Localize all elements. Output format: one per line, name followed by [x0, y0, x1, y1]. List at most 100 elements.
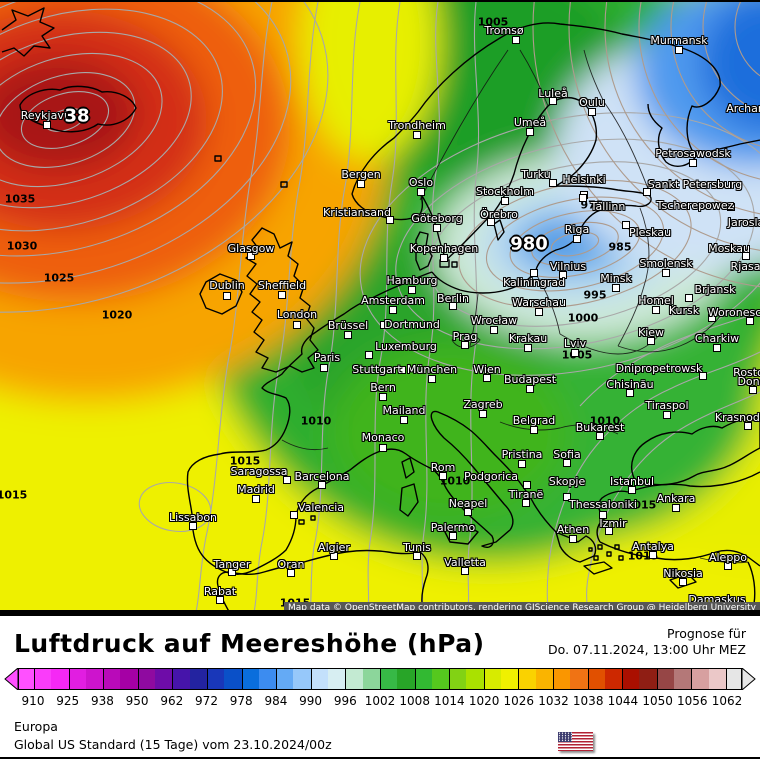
city-marker — [559, 271, 567, 279]
isobar-value-label: 1015 — [229, 454, 261, 468]
region-label: Europa — [14, 719, 58, 734]
city-label: Nikosia — [663, 567, 703, 580]
city-marker — [571, 349, 579, 357]
city-label: Algier — [318, 541, 350, 554]
city-label: Pristina — [501, 448, 543, 461]
city-label: Tanger — [213, 558, 251, 571]
city-label: Paris — [313, 351, 341, 364]
city-label: Monaco — [361, 431, 405, 444]
city-marker — [663, 411, 671, 419]
scale-segment — [362, 669, 380, 689]
scale-tick — [553, 669, 554, 689]
city-marker — [727, 203, 735, 211]
city-marker — [400, 416, 408, 424]
scale-tick — [380, 669, 381, 689]
city-label: Minsk — [600, 272, 632, 285]
city-label: Trondheim — [388, 119, 446, 132]
scale-segment — [431, 669, 450, 689]
scale-tick-label: 962 — [160, 694, 184, 708]
city-label: Sofia — [553, 448, 581, 461]
scale-segment — [518, 669, 536, 689]
scale-segment — [587, 669, 605, 689]
city-marker — [622, 221, 630, 229]
city-label: Kopenhagen — [409, 242, 479, 255]
scale-tick-label: 978 — [229, 694, 253, 708]
city-marker — [652, 306, 660, 314]
city-marker — [530, 269, 538, 277]
city-label: Stuttgart — [352, 363, 402, 376]
scale-segment — [34, 669, 52, 689]
scale-tick-label: 1026 — [503, 694, 535, 708]
scale-segment — [397, 669, 415, 689]
city-marker — [487, 218, 495, 226]
city-label: Neapel — [448, 497, 488, 510]
scale-tick-label: 1032 — [538, 694, 569, 708]
city-label: Bukarest — [575, 421, 625, 434]
scale-tick-label: 990 — [299, 694, 323, 708]
city-marker — [228, 568, 236, 576]
city-label: Petrosawodsk — [655, 147, 731, 160]
map-attribution: Map data © OpenStreetMap contributors, r… — [284, 602, 760, 610]
city-marker — [408, 286, 416, 294]
city-label: Bern — [370, 381, 396, 394]
scale-tick-label: 950 — [125, 694, 149, 708]
scale-tick-label: 1044 — [607, 694, 639, 708]
city-marker — [439, 472, 447, 480]
scale-segment — [51, 669, 69, 689]
city-label: Sankt Petersburg — [647, 178, 743, 191]
city-marker — [461, 341, 469, 349]
isobar-value-label: 1035 — [4, 192, 36, 206]
scale-segment — [466, 669, 484, 689]
city-marker — [318, 481, 326, 489]
city-marker — [440, 254, 448, 262]
city-marker — [605, 527, 613, 535]
scale-segment — [328, 669, 346, 689]
scale-tick — [34, 669, 35, 689]
city-label: Belgrad — [512, 414, 556, 427]
scale-tick — [137, 669, 139, 689]
model-run-label: Global US Standard (15 Tage) vom 23.10.2… — [14, 737, 332, 752]
city-label: Tiranë — [508, 488, 544, 501]
scale-tick-label: 1056 — [677, 694, 708, 708]
city-label: Dnipropetrowsk — [615, 362, 703, 375]
city-label: Oran — [277, 558, 305, 571]
city-label: Stockholm — [476, 185, 534, 198]
scale-tick — [656, 669, 658, 689]
city-marker — [569, 535, 577, 543]
isobar-value-label: 1010 — [439, 474, 471, 488]
city-label: Vilnius — [549, 260, 587, 273]
city-marker — [365, 351, 373, 359]
city-label: Kaliningrad — [502, 276, 566, 289]
city-label: Pleskau — [628, 226, 672, 239]
city-label: Glasgow — [227, 242, 275, 255]
city-label: Kursk — [668, 304, 700, 317]
scale-tick-label: 1002 — [364, 694, 396, 708]
isobar-value-label: 1000 — [567, 311, 599, 325]
forecast-label: Prognose für — [667, 626, 746, 641]
isobar-value-label: 985 — [608, 240, 632, 254]
scale-tick-label: 996 — [333, 694, 357, 708]
city-label: Brüssel — [327, 319, 369, 332]
scale-segment — [241, 669, 259, 689]
city-marker — [626, 389, 634, 397]
city-label: London — [276, 308, 318, 321]
scale-tick-label: 1062 — [711, 694, 743, 708]
city-label: Palermo — [430, 521, 476, 534]
city-label: Ankara — [656, 492, 696, 505]
scale-segment — [293, 669, 311, 689]
scale-tick — [310, 669, 312, 689]
city-label: Oslo — [408, 176, 434, 189]
city-label: Barcelona — [294, 470, 350, 483]
city-label: Oulu — [579, 96, 605, 109]
scale-segment — [604, 669, 623, 689]
city-label: Murmansk — [650, 34, 708, 47]
city-label: Tscherepowez — [656, 199, 734, 212]
scale-tick-label: 1050 — [642, 694, 673, 708]
pressure-color-scale — [4, 668, 756, 690]
city-label: Woronesch — [707, 306, 760, 319]
city-label: Tiraspol — [645, 399, 689, 412]
scale-tick — [587, 669, 589, 689]
city-label: Wrocław — [470, 314, 518, 327]
city-marker — [675, 46, 683, 54]
city-marker — [744, 422, 752, 430]
